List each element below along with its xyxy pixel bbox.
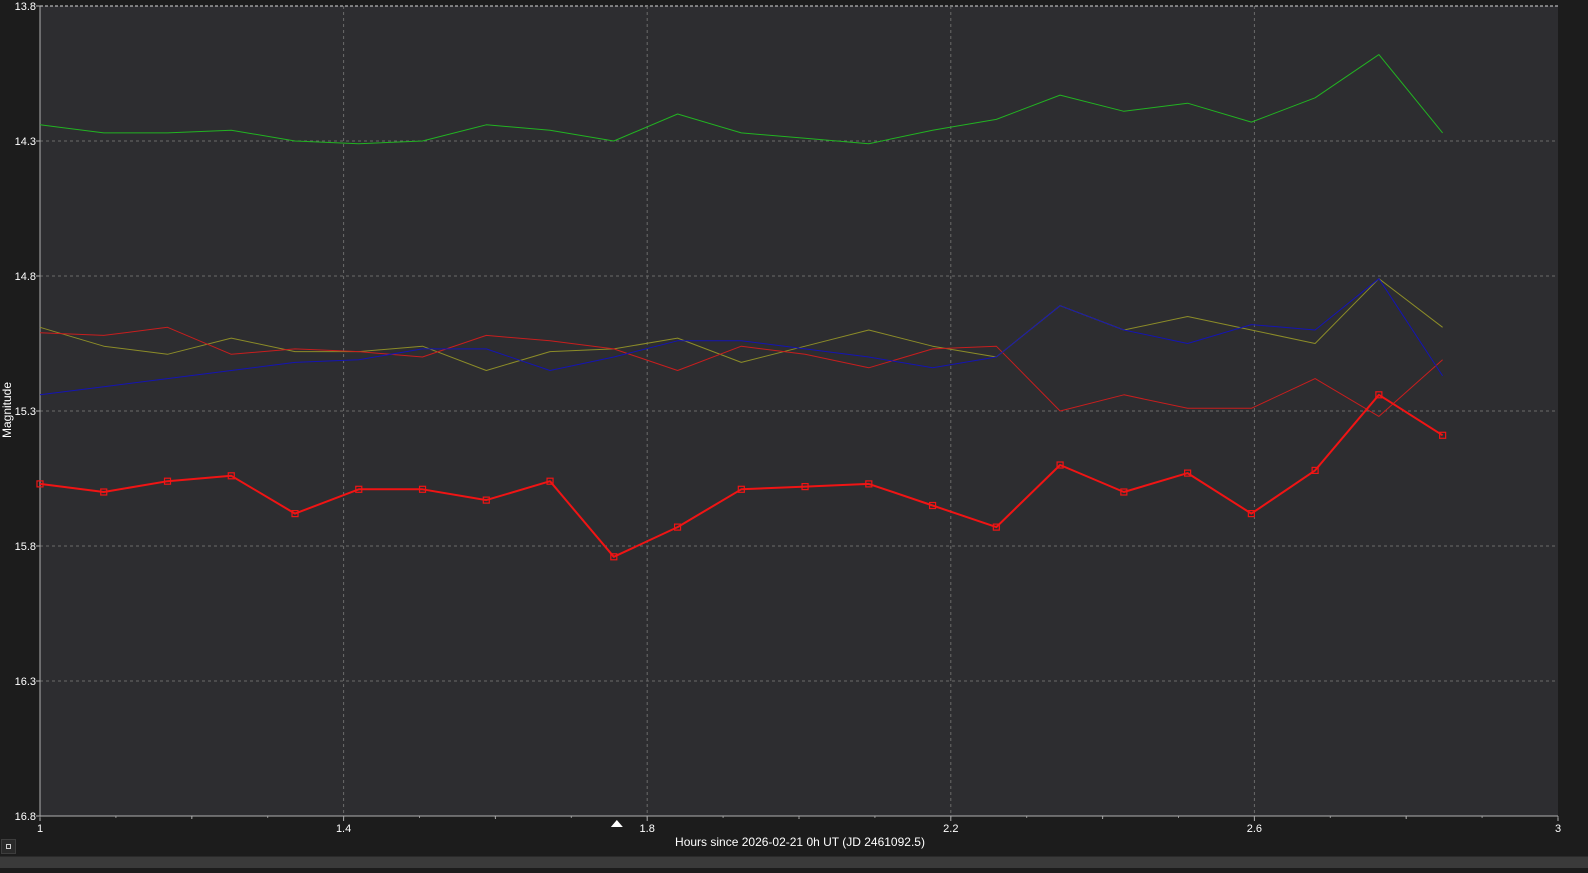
data-point-marker xyxy=(1184,469,1192,477)
x-tick-label: 1.8 xyxy=(640,823,655,835)
data-point-marker xyxy=(1120,488,1128,496)
horizontal-scrollbar[interactable] xyxy=(0,856,1588,868)
x-tick-label: 1.4 xyxy=(336,823,351,835)
y-tick-label: 13.8 xyxy=(15,1,36,13)
x-tick-label: 2.6 xyxy=(1247,823,1262,835)
square-icon xyxy=(6,844,11,849)
x-tick-label: 3 xyxy=(1555,823,1561,835)
series-line-blue xyxy=(39,278,1444,396)
data-point-marker xyxy=(928,501,937,510)
data-point-marker xyxy=(418,485,427,493)
series-line-olive xyxy=(39,278,1443,371)
data-point-marker xyxy=(801,483,809,491)
data-point-marker xyxy=(36,480,44,488)
legend-toggle-button[interactable] xyxy=(1,839,16,854)
data-point-marker xyxy=(1311,466,1319,474)
data-point-marker xyxy=(291,510,299,518)
x-axis-label: Hours since 2026-02-21 0h UT (JD 2461092… xyxy=(675,835,925,849)
y-tick-label: 15.3 xyxy=(15,406,36,418)
x-tick-label: 2.2 xyxy=(943,823,958,835)
data-point-marker xyxy=(992,523,1000,531)
data-point-marker xyxy=(865,480,873,488)
data-point-marker xyxy=(673,523,682,531)
y-tick-label: 15.8 xyxy=(15,541,36,553)
data-point-marker xyxy=(737,485,745,493)
data-point-marker xyxy=(482,496,490,504)
data-point-marker xyxy=(1056,461,1064,469)
data-point-marker xyxy=(227,472,235,480)
data-point-marker xyxy=(610,553,618,561)
data-point-marker xyxy=(1439,431,1447,439)
data-point-marker xyxy=(1247,510,1255,518)
data-point-marker xyxy=(100,488,108,496)
y-tick-labels: 13.8 14.3 14.8 15.3 15.8 16.3 16.8 xyxy=(15,1,36,823)
data-point-marker xyxy=(546,477,554,485)
axes xyxy=(36,5,1559,821)
series-line-bold_red xyxy=(39,393,1444,558)
y-tick-label: 16.8 xyxy=(15,811,36,823)
x-tick-label: 1 xyxy=(37,823,43,835)
y-tick-label: 16.3 xyxy=(15,676,36,688)
y-tick-label: 14.8 xyxy=(15,271,36,283)
x-tick-labels: 1 1.4 1.8 2.2 2.6 3 xyxy=(37,823,1561,835)
y-tick-label: 14.3 xyxy=(15,136,36,148)
time-marker-triangle-icon[interactable] xyxy=(610,820,623,827)
y-axis-label: Magnitude xyxy=(0,382,14,438)
series-line-green xyxy=(39,54,1443,145)
data-point-marker xyxy=(1375,391,1383,399)
data-point-marker xyxy=(163,477,172,485)
series-line-thin_red xyxy=(39,326,1443,417)
series-lines xyxy=(36,54,1447,561)
data-point-marker xyxy=(355,485,363,493)
